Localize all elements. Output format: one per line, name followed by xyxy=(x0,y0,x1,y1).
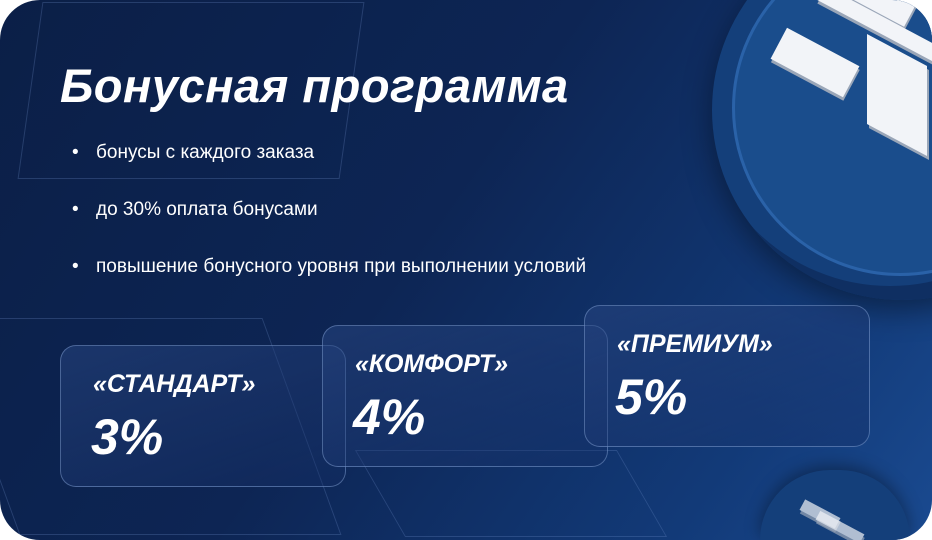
coin-logo-icon xyxy=(760,470,910,540)
tier-name: «КОМФОРТ» xyxy=(355,350,509,378)
coin-logo-icon xyxy=(712,0,932,300)
tier-percent: 3% xyxy=(91,409,164,465)
list-item: • повышение бонусного уровня при выполнен… xyxy=(72,256,586,313)
bullet-text: бонусы с каждого заказа xyxy=(96,142,315,163)
list-item: • до 30% оплата бонусами xyxy=(72,199,586,256)
tier-card-comfort: «КОМФОРТ» 4% xyxy=(322,325,608,467)
tier-name: «ПРЕМИУМ» xyxy=(617,330,773,358)
bullet-list: • бонусы с каждого заказа • до 30% оплата … xyxy=(72,142,586,313)
tier-card-standard: «СТАНДАРТ» 3% xyxy=(60,345,346,487)
tier-percent: 4% xyxy=(353,389,426,445)
page-title: Бонусная программа xyxy=(60,59,569,112)
tier-name: «СТАНДАРТ» xyxy=(93,370,256,398)
tier-percent: 5% xyxy=(615,369,688,425)
bullet-text: до 30% оплата бонусами xyxy=(96,199,318,220)
list-item: • бонусы с каждого заказа xyxy=(72,142,586,199)
tier-card-premium: «ПРЕМИУМ» 5% xyxy=(584,305,870,447)
bullet-text: повышение бонусного уровня при выполнени… xyxy=(96,256,587,277)
